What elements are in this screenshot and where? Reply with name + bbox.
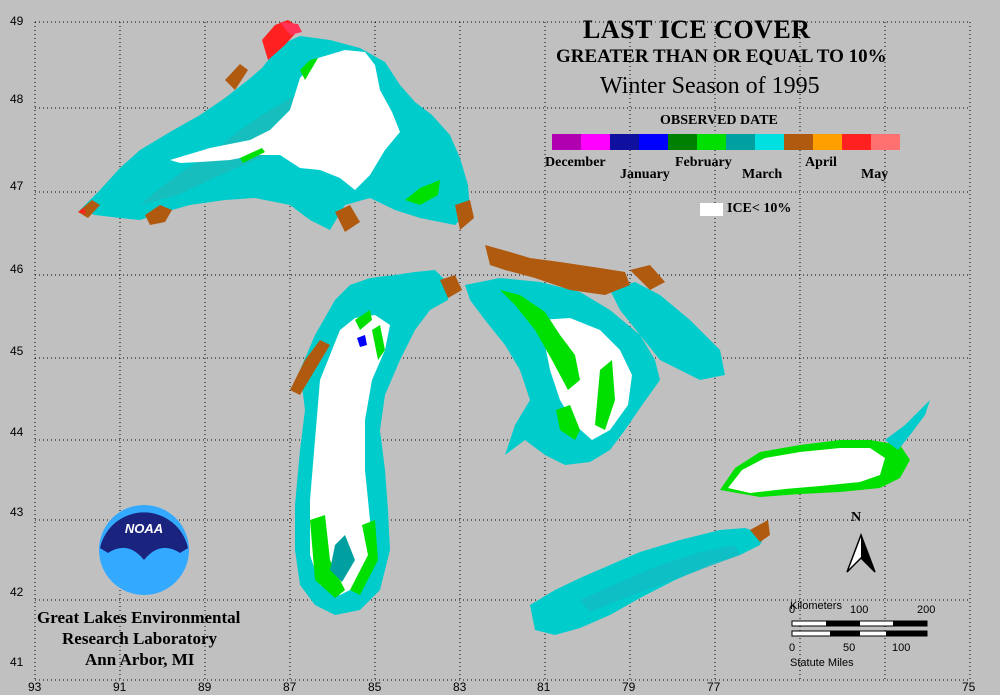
legend-heading: OBSERVED DATE — [660, 113, 778, 128]
legend-month-april: April — [805, 155, 837, 170]
lake-superior — [78, 20, 474, 232]
lon-label: 89 — [198, 680, 212, 694]
map-subtitle: GREATER THAN OR EQUAL TO 10% — [556, 46, 887, 67]
org-line-1: Great Lakes Environmental — [37, 608, 241, 627]
lat-label: 49 — [10, 14, 24, 28]
mi-label: Statute Miles — [790, 657, 854, 669]
legend-color-swatch — [552, 134, 581, 150]
north-label: N — [851, 510, 862, 525]
legend-color-swatch — [668, 134, 697, 150]
mi-tick-0: 0 — [789, 642, 796, 654]
legend-color-swatch — [813, 134, 842, 150]
lon-label: 83 — [453, 680, 467, 694]
season-label: Winter Season of 1995 — [600, 73, 820, 99]
km-tick-100: 100 — [850, 604, 869, 616]
org-line-2: Research Laboratory — [62, 629, 218, 648]
legend-month-december: December — [545, 155, 606, 170]
lake-erie — [530, 520, 770, 635]
legend-month-february: February — [675, 155, 732, 170]
noaa-logo-text: NOAA — [125, 521, 163, 536]
lat-label: 44 — [10, 425, 24, 439]
org-line-3: Ann Arbor, MI — [85, 650, 195, 669]
km-tick-0: 0 — [789, 604, 796, 616]
lat-label: 42 — [10, 585, 24, 599]
legend-color-swatch — [784, 134, 813, 150]
legend-color-swatch — [581, 134, 610, 150]
legend-month-may: May — [861, 167, 889, 182]
lat-label: 45 — [10, 344, 24, 358]
lat-label: 41 — [10, 655, 24, 669]
legend-month-march: March — [742, 167, 783, 182]
ice-lt-label: ICE< 10% — [727, 201, 792, 216]
lon-label: 79 — [622, 680, 636, 694]
legend-color-swatch — [697, 134, 726, 150]
legend-color-bar — [552, 134, 900, 150]
lake-michigan — [290, 270, 462, 615]
lon-label: 75 — [962, 680, 976, 694]
legend-color-swatch — [842, 134, 871, 150]
km-tick-200: 200 — [917, 604, 936, 616]
lon-label: 91 — [113, 680, 127, 694]
lat-label: 46 — [10, 262, 24, 276]
legend-color-swatch — [610, 134, 639, 150]
lat-label: 47 — [10, 179, 24, 193]
scale-bar — [791, 620, 928, 637]
legend-color-swatch — [726, 134, 755, 150]
km-label: Kilometers — [790, 600, 842, 612]
legend-month-january: January — [620, 167, 670, 182]
lat-label: 48 — [10, 92, 24, 106]
noaa-logo: NOAA — [99, 505, 189, 595]
legend-color-swatch — [871, 134, 900, 150]
lake-ontario — [720, 400, 930, 497]
mi-tick-100: 100 — [892, 642, 911, 654]
legend-color-swatch — [755, 134, 784, 150]
lon-label: 93 — [28, 680, 42, 694]
lon-label: 77 — [707, 680, 721, 694]
legend-color-swatch — [639, 134, 668, 150]
ice-lt-swatch — [700, 203, 723, 216]
mi-tick-50: 50 — [843, 642, 856, 654]
lon-label: 81 — [537, 680, 551, 694]
map-title: LAST ICE COVER — [583, 15, 811, 44]
lon-label: 87 — [283, 680, 297, 694]
lake-huron — [465, 245, 725, 465]
north-arrow-icon — [846, 532, 876, 573]
lon-label: 85 — [368, 680, 382, 694]
lat-label: 43 — [10, 505, 24, 519]
